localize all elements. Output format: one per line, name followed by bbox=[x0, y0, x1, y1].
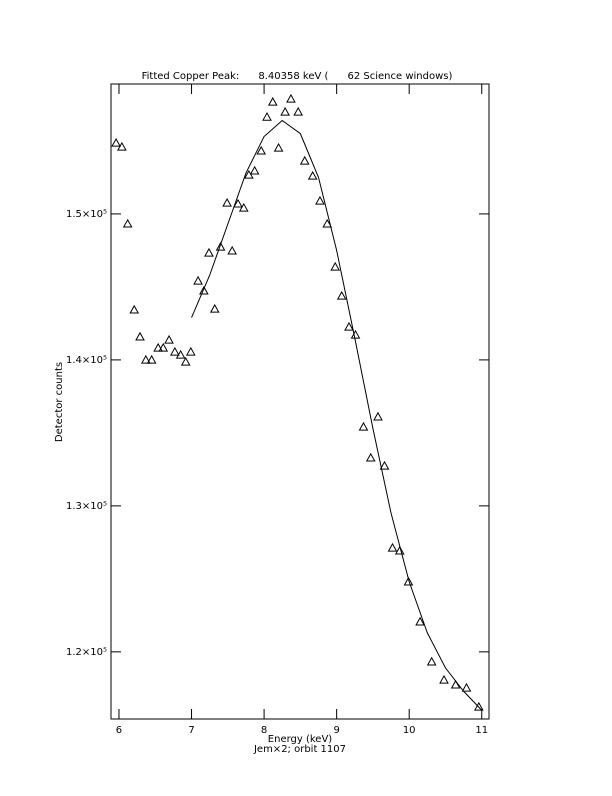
data-point bbox=[199, 285, 209, 295]
x-tick-label: 6 bbox=[116, 725, 122, 736]
data-point bbox=[204, 247, 214, 257]
y-tick-label: 1.5×10⁵ bbox=[66, 209, 107, 220]
data-point bbox=[286, 93, 296, 103]
data-point bbox=[450, 679, 461, 689]
data-point bbox=[344, 321, 354, 331]
data-point bbox=[322, 218, 333, 228]
fit-line bbox=[191, 119, 483, 711]
data-point bbox=[140, 354, 151, 364]
data-point bbox=[336, 290, 347, 300]
data-point bbox=[350, 329, 361, 339]
x-tick-label: 11 bbox=[475, 725, 488, 736]
data-point bbox=[180, 356, 191, 366]
data-point bbox=[146, 354, 157, 364]
data-point bbox=[273, 142, 284, 152]
data-point bbox=[256, 145, 267, 155]
data-point bbox=[394, 545, 405, 555]
data-point bbox=[175, 349, 186, 359]
x-tick-label: 7 bbox=[188, 725, 194, 736]
data-point bbox=[227, 245, 238, 255]
data-point bbox=[330, 261, 341, 271]
data-point bbox=[193, 275, 203, 285]
chart-title: Fitted Copper Peak: 8.40358 keV ( 62 Sci… bbox=[142, 71, 453, 82]
data-point bbox=[373, 411, 383, 421]
data-point bbox=[439, 674, 449, 684]
data-point bbox=[249, 165, 260, 175]
data-point bbox=[215, 241, 226, 251]
data-point bbox=[169, 346, 180, 356]
x-axis-label: Energy (keV) bbox=[268, 734, 333, 745]
data-point bbox=[185, 346, 196, 356]
data-point bbox=[117, 141, 127, 151]
data-point bbox=[403, 576, 414, 586]
data-point bbox=[222, 197, 232, 207]
data-point bbox=[473, 701, 484, 711]
data-point bbox=[233, 198, 243, 208]
data-point bbox=[122, 218, 133, 228]
data-point bbox=[299, 155, 310, 165]
data-point bbox=[315, 195, 325, 205]
y-tick-label: 1.3×10⁵ bbox=[66, 501, 107, 512]
data-point bbox=[267, 96, 278, 106]
data-point bbox=[358, 421, 369, 431]
data-point bbox=[426, 656, 437, 666]
data-point bbox=[129, 304, 140, 314]
data-point bbox=[379, 460, 390, 470]
data-point bbox=[307, 170, 318, 180]
data-point bbox=[415, 616, 425, 626]
y-axis-label: Detector counts bbox=[54, 362, 65, 442]
data-point bbox=[153, 342, 164, 352]
data-point bbox=[262, 111, 272, 121]
x-tick-label: 10 bbox=[403, 725, 416, 736]
data-point bbox=[135, 331, 145, 341]
data-point bbox=[387, 542, 398, 552]
data-point bbox=[111, 137, 121, 147]
data-point bbox=[238, 202, 249, 212]
data-point bbox=[293, 106, 304, 116]
subtitle: Jem×2; orbit 1107 bbox=[253, 744, 346, 755]
data-point bbox=[280, 106, 290, 116]
y-tick-label: 1.4×10⁵ bbox=[66, 355, 107, 366]
data-point bbox=[164, 334, 174, 344]
y-tick-label: 1.2×10⁵ bbox=[66, 647, 107, 658]
data-point bbox=[158, 342, 169, 352]
data-point bbox=[365, 452, 376, 462]
data-point bbox=[461, 682, 472, 692]
plot-frame bbox=[110, 83, 490, 720]
x-tick-label: 8 bbox=[261, 725, 267, 736]
data-point bbox=[209, 303, 220, 313]
x-tick-label: 9 bbox=[333, 725, 339, 736]
